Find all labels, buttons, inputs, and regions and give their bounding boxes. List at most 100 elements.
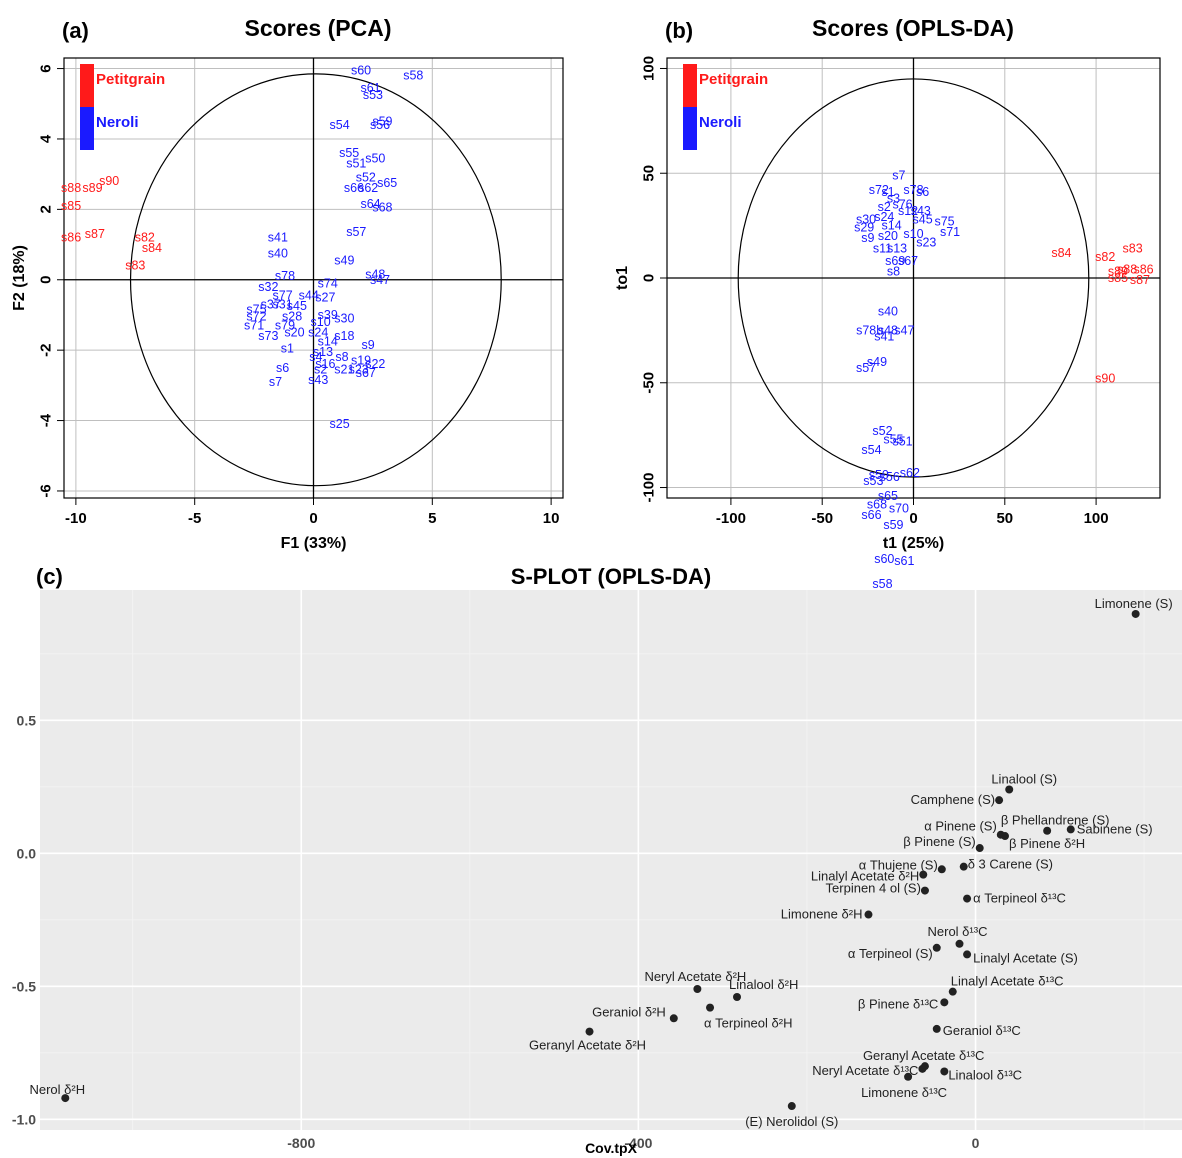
sample-point-s22: s22 xyxy=(365,357,385,371)
y-tick-label: -50 xyxy=(641,372,658,394)
point-limonene-c xyxy=(904,1072,913,1081)
sample-point-s16: s16 xyxy=(315,357,335,371)
sample-point-s73: s73 xyxy=(258,329,278,343)
sample-point-s86: s86 xyxy=(1133,263,1153,277)
legend-label-petitgrain: Petitgrain xyxy=(699,71,768,88)
sample-point-s2: s2 xyxy=(314,363,327,377)
sample-point-s9: s9 xyxy=(362,338,375,352)
legend-label-neroli: Neroli xyxy=(699,114,742,131)
legend-swatch-petitgrain xyxy=(80,64,94,107)
point-label-terpineol-h: α Terpineol δ²H xyxy=(704,1016,792,1031)
sample-point-s90: s90 xyxy=(99,174,119,188)
point-linalyl-acetate-c xyxy=(948,987,957,996)
sample-point-s89: s89 xyxy=(1108,265,1128,279)
point-label-phellandrene-s: β Phellandrene (S) xyxy=(1001,813,1110,828)
point-label-geranyl-acetate-c: Geranyl Acetate δ¹³C xyxy=(863,1048,984,1063)
point-terpineol-c xyxy=(963,894,972,903)
sample-point-s23: s23 xyxy=(349,363,369,377)
sample-point-s72: s72 xyxy=(869,183,889,197)
point-label-nerol-c: Nerol δ¹³C xyxy=(928,924,988,939)
x-axis-label: Cov.tpX xyxy=(585,1140,638,1156)
sample-point-s60: s60 xyxy=(874,552,894,566)
point-label-pinene-s: β Pinene (S) xyxy=(903,834,976,849)
point-phellandrene-s xyxy=(1043,826,1052,835)
sample-point-s89: s89 xyxy=(82,181,102,195)
point-limonene-s xyxy=(1131,609,1140,618)
sample-point-s85: s85 xyxy=(1108,271,1128,285)
y-tick-label: -2 xyxy=(38,343,55,356)
sample-point-s51: s51 xyxy=(346,157,366,171)
point-label-camphene-s: Camphene (S) xyxy=(911,792,996,807)
point-label-3-carene-s: δ 3 Carene (S) xyxy=(968,857,1053,872)
y-tick-label: -1.0 xyxy=(12,1111,36,1127)
x-tick-label: -50 xyxy=(811,510,833,527)
y-tick-label: -0.5 xyxy=(12,978,36,994)
x-axis-label: F1 (33%) xyxy=(281,535,347,552)
x-tick-label: -10 xyxy=(65,510,87,527)
sample-point-s24: s24 xyxy=(308,326,328,340)
sample-point-s10: s10 xyxy=(903,227,923,241)
point-label-sabinene-s: Sabinene (S) xyxy=(1077,821,1153,836)
point-pinene-h xyxy=(1001,832,1010,841)
sample-point-s2: s2 xyxy=(878,200,891,214)
sample-point-s90: s90 xyxy=(1095,372,1115,386)
sample-point-s55: s55 xyxy=(883,432,903,446)
sample-point-s57: s57 xyxy=(856,361,876,375)
chart-title: Scores (PCA) xyxy=(245,15,392,41)
x-tick-label: -400 xyxy=(624,1135,652,1151)
s-plot-panel: -800 -400 0 -1.0 -0.5 0.0 0.5 Limonene (S) Linal… xyxy=(12,564,1182,1156)
sample-point-s67: s67 xyxy=(356,366,376,380)
point-label-geraniol-h: Geraniol δ²H xyxy=(592,1004,666,1019)
sample-point-s75: s75 xyxy=(934,214,954,228)
sample-point-s44: s44 xyxy=(299,289,319,303)
point-neryl-acetate-c xyxy=(918,1064,927,1073)
sample-point-s14: s14 xyxy=(318,334,338,348)
legend-swatch-neroli xyxy=(80,107,94,150)
y-tick-label: 50 xyxy=(641,165,658,182)
sample-point-s4: s4 xyxy=(309,350,322,364)
sample-point-s49: s49 xyxy=(867,355,887,369)
plot-background xyxy=(40,590,1182,1130)
point-label-pinene-s: α Pinene (S) xyxy=(924,819,997,834)
panel-letter: (c) xyxy=(36,564,63,589)
sample-point-s77: s77 xyxy=(273,289,293,303)
sample-point-s48: s48 xyxy=(878,323,898,337)
point-geranyl-acetate-h xyxy=(585,1027,594,1036)
point-label-terpineol-c: α Terpineol δ¹³C xyxy=(973,891,1066,906)
sample-point-s84: s84 xyxy=(1051,246,1071,260)
sample-point-s47: s47 xyxy=(370,273,390,287)
point-linalyl-acetate-s xyxy=(963,950,972,959)
sample-point-s55: s55 xyxy=(339,146,359,160)
point-limonene-h xyxy=(864,910,873,919)
sample-point-s62: s62 xyxy=(900,466,920,480)
point-thujene-s xyxy=(937,865,946,874)
point-label-limonene-c: Limonene δ¹³C xyxy=(861,1085,947,1100)
sample-point-s8: s8 xyxy=(335,350,348,364)
sample-point-s53: s53 xyxy=(863,474,883,488)
sample-point-s70: s70 xyxy=(889,501,909,515)
plot-frame xyxy=(666,57,1161,499)
point-label-nerol-h: Nerol δ²H xyxy=(29,1082,85,1097)
sample-point-s9: s9 xyxy=(861,231,874,245)
y-tick-label: -6 xyxy=(38,484,55,497)
sample-point-s11: s11 xyxy=(873,242,892,256)
sample-point-s57: s57 xyxy=(346,225,366,239)
point-3-carene-s xyxy=(959,862,968,871)
point-label-linalool-s: Linalool (S) xyxy=(991,772,1057,787)
sample-point-s65: s65 xyxy=(377,176,397,190)
sample-point-s28: s28 xyxy=(282,310,302,324)
point-label-neryl-acetate-h: Neryl Acetate δ²H xyxy=(644,969,746,984)
y-tick-label: 4 xyxy=(38,134,55,143)
sample-point-s31: s31 xyxy=(273,297,293,311)
legend-swatch-neroli xyxy=(683,107,697,150)
sample-point-s37: s37 xyxy=(261,297,281,311)
legend-swatch-petitgrain xyxy=(683,64,697,107)
sample-point-s75: s75 xyxy=(246,303,266,317)
sample-point-s10: s10 xyxy=(311,315,331,329)
sample-point-s29: s29 xyxy=(854,221,874,235)
point-label-neryl-acetate-c: Neryl Acetate δ¹³C xyxy=(812,1063,918,1078)
sample-point-s83: s83 xyxy=(1123,242,1143,256)
sample-point-s1: s1 xyxy=(881,185,894,199)
sample-point-s18: s18 xyxy=(334,329,354,343)
